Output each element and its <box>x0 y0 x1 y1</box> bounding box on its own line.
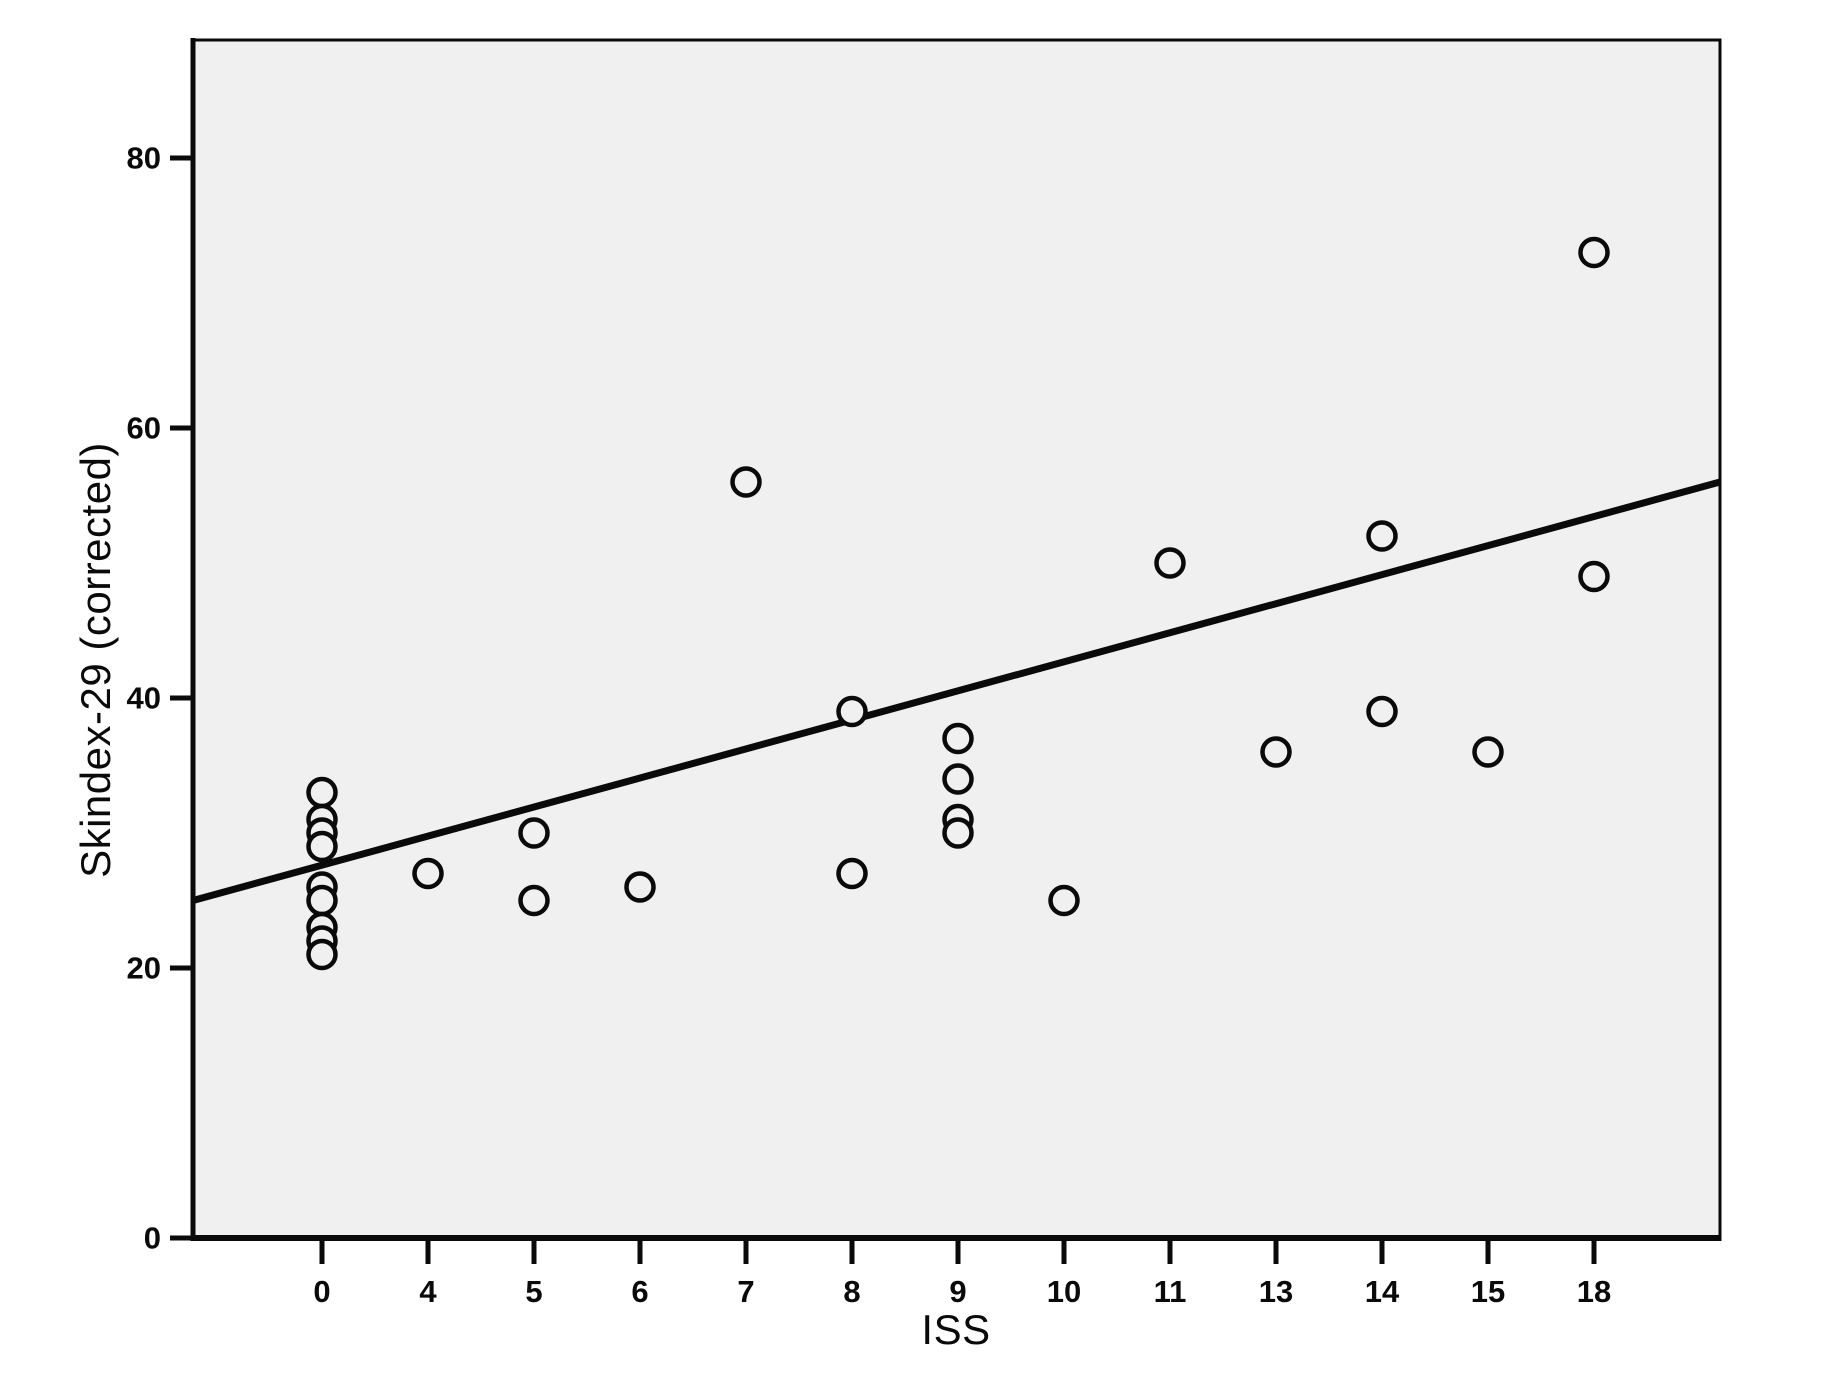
data-points-group <box>306 236 1610 971</box>
data-point <box>1260 736 1292 768</box>
plot-background-rect <box>191 38 1722 1240</box>
data-point <box>836 695 868 728</box>
x-tick-label: 14 <box>1365 1274 1400 1309</box>
y-axis-title: Skindex-29 (corrected) <box>72 442 119 878</box>
data-point <box>1048 884 1080 917</box>
plot-area-background <box>191 38 1722 1240</box>
data-point <box>306 830 338 863</box>
data-point <box>624 871 656 903</box>
y-tick-label: 60 <box>127 411 161 446</box>
data-point <box>942 722 974 755</box>
data-point <box>1472 736 1504 768</box>
x-tick-label: 15 <box>1471 1274 1505 1309</box>
data-point <box>942 763 974 795</box>
data-point <box>1578 236 1610 269</box>
y-tick-label: 40 <box>127 681 161 716</box>
x-tick-label: 4 <box>419 1274 437 1309</box>
data-point <box>306 938 338 971</box>
data-point <box>306 884 338 917</box>
x-tick-label: 18 <box>1577 1274 1611 1309</box>
data-point <box>1154 547 1186 579</box>
y-tick-label: 20 <box>127 951 161 986</box>
y-tick-label: 80 <box>127 141 161 176</box>
x-axis-title: ISS <box>921 1306 991 1353</box>
x-tick-label: 0 <box>313 1274 330 1309</box>
data-point <box>518 817 550 849</box>
data-point <box>836 857 868 890</box>
x-tick-label: 8 <box>843 1274 860 1309</box>
x-tick-label: 13 <box>1259 1274 1293 1309</box>
data-point <box>306 776 338 809</box>
data-point <box>942 817 974 849</box>
x-tick-label: 7 <box>737 1274 754 1309</box>
x-tick-label: 9 <box>949 1274 966 1309</box>
x-tick-label: 10 <box>1047 1274 1081 1309</box>
regression-fit-line <box>192 478 1721 904</box>
data-point <box>1366 520 1398 552</box>
y-axis-ticks: 0 20 40 60 80 <box>127 141 193 1256</box>
data-point <box>1366 695 1398 728</box>
y-tick-label: 0 <box>144 1221 161 1256</box>
data-point <box>1578 560 1610 593</box>
axes-frame <box>190 38 1722 1241</box>
data-point <box>518 884 550 917</box>
regression-fit-line-group <box>192 478 1721 904</box>
x-tick-label: 6 <box>631 1274 648 1309</box>
data-point <box>730 466 762 498</box>
x-tick-label: 5 <box>525 1274 542 1309</box>
x-tick-label: 11 <box>1154 1274 1187 1309</box>
data-point <box>412 857 444 890</box>
x-axis-ticks: 0 4 5 6 7 8 9 10 11 13 14 15 18 <box>313 1241 1611 1309</box>
